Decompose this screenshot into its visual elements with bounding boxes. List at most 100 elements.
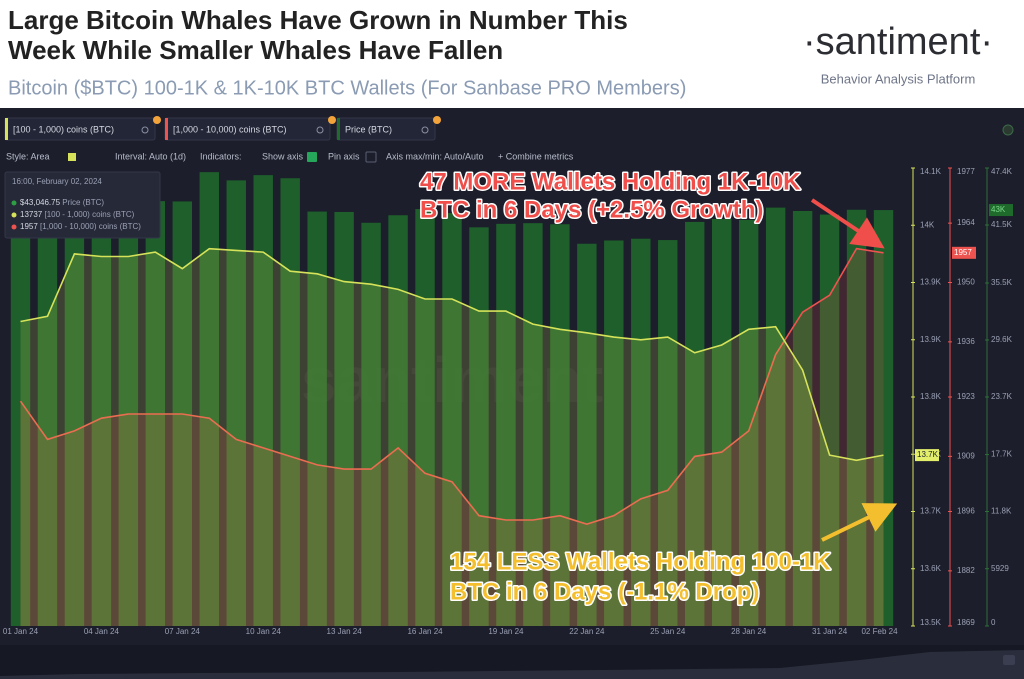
price-bar <box>118 199 139 626</box>
tooltip-value: 1957 <box>20 222 38 231</box>
pin-axis-check[interactable] <box>365 151 377 163</box>
price-bar <box>765 207 786 626</box>
value-badge-label: 43K <box>991 205 1006 214</box>
y-tick-label: 1896 <box>957 507 975 516</box>
y-tick-label: 14.1K <box>920 167 942 176</box>
price-bar <box>738 219 759 627</box>
series-line <box>20 247 884 462</box>
btc-icon <box>433 116 441 124</box>
setting[interactable]: Interval: Auto (1d) <box>115 151 186 161</box>
tagline: Behavior Analysis Platform <box>821 71 976 86</box>
x-tick-label: 10 Jan 24 <box>246 627 282 636</box>
price-bar <box>550 224 570 626</box>
price-bar <box>523 223 543 626</box>
tooltip-value: 13737 <box>20 210 43 219</box>
y-tick-label: 1950 <box>957 278 975 287</box>
setting[interactable]: Pin axis <box>328 151 360 161</box>
y-tick-label: 1964 <box>957 218 975 227</box>
y-tick-label: 1936 <box>957 337 975 346</box>
x-tick-label: 04 Jan 24 <box>84 627 120 636</box>
y-tick-label: 11.8K <box>991 507 1012 516</box>
area-fill <box>20 248 884 626</box>
price-bar <box>819 214 840 626</box>
tab-close[interactable] <box>316 126 324 134</box>
tooltip-time: 16:00, February 02, 2024 <box>12 177 102 186</box>
tooltip-value: $43,046.75 <box>20 198 61 207</box>
y-tick-label: 13.8K <box>920 392 942 401</box>
x-tick-label: 28 Jan 24 <box>731 627 767 636</box>
tooltip <box>4 171 161 239</box>
annotation: 154 LESS Wallets Holding 100-1K <box>450 548 831 575</box>
price-bar <box>469 227 489 626</box>
x-tick-label: 16 Jan 24 <box>407 627 443 636</box>
annotation-arrow <box>810 198 885 249</box>
tooltip-name: Price (BTC) <box>62 198 104 207</box>
y-tick-label: 13.9K <box>920 278 942 287</box>
x-tick-label: 19 Jan 24 <box>488 627 524 636</box>
tab-close[interactable] <box>421 126 429 134</box>
price-bar <box>496 223 516 626</box>
x-tick-label: 25 Jan 24 <box>650 627 686 636</box>
y-tick-label: 13.5K <box>920 618 942 627</box>
status-dot <box>1002 124 1014 136</box>
price-bar <box>334 211 354 626</box>
y-tick-label: 1909 <box>957 451 975 460</box>
tab-color <box>337 118 340 140</box>
tooltip-dot <box>11 212 17 218</box>
setting[interactable]: Show axis <box>262 151 304 161</box>
tooltip-row: 1957 [1,000 - 10,000) coins (BTC) <box>20 222 141 231</box>
style-swatch <box>68 153 76 161</box>
annotation: BTC in 6 Days (+2.5% Growth) <box>420 196 763 223</box>
price-bar <box>658 240 678 627</box>
price-bar <box>37 191 58 627</box>
y-tick-label: 5929 <box>991 564 1009 573</box>
y-tick-label: 29.6K <box>991 335 1013 344</box>
subtitle: Bitcoin ($BTC) 100-1K & 1K-10K BTC Walle… <box>8 77 686 99</box>
tooltip-dot <box>11 200 17 206</box>
y-tick-label: 41.5K <box>991 220 1013 229</box>
y-tick-label: 13.7K <box>920 507 942 516</box>
chart: [100 - 1,000) coins (BTC) [1,000 - 10,000… <box>3 116 1013 636</box>
price-bar <box>442 213 462 626</box>
setting[interactable]: + Combine metrics <box>498 151 574 161</box>
price-bar <box>577 243 597 626</box>
tooltip-name: [100 - 1,000) coins (BTC) <box>44 210 134 219</box>
value-badge <box>989 204 1013 217</box>
tab-close[interactable] <box>141 126 149 134</box>
annotation: 47 MORE Wallets Holding 1K-10K <box>420 168 801 195</box>
btc-icon <box>328 116 336 124</box>
y-tick-label: 1977 <box>957 167 975 176</box>
price-bar <box>415 209 435 626</box>
tab-color <box>5 118 8 140</box>
logo: ·santiment· <box>803 21 993 63</box>
value-badge <box>952 246 976 259</box>
navigator-shape <box>0 650 1024 679</box>
y-tick-label: 17.7K <box>991 450 1013 459</box>
x-tick-label: 01 Jan 24 <box>3 627 39 636</box>
price-bar <box>388 215 408 626</box>
navigator-handle[interactable] <box>1003 655 1015 665</box>
y-tick-label: 13.9K <box>920 335 942 344</box>
y-tick-label: 13.6K <box>920 564 942 573</box>
value-badge <box>915 449 939 462</box>
price-bar <box>631 238 651 626</box>
y-tick-label: 14K <box>920 220 935 229</box>
tab-label: [100 - 1,000) coins (BTC) <box>13 124 114 134</box>
setting[interactable]: Axis max/min: Auto/Auto <box>386 151 484 161</box>
price-bar <box>685 221 705 627</box>
annotation: BTC in 6 Days (-1.1% Drop) <box>450 578 759 605</box>
price-bar <box>307 211 327 626</box>
area-fill <box>20 248 884 626</box>
setting[interactable]: Indicators: <box>200 151 242 161</box>
show-axis-check[interactable] <box>307 152 317 162</box>
price-bar <box>711 219 732 627</box>
price-bar <box>792 210 813 626</box>
x-tick-label: 31 Jan 24 <box>812 627 848 636</box>
tab-color <box>165 118 168 140</box>
y-tick-label: 23.7K <box>991 392 1013 401</box>
setting[interactable]: Style: Area <box>6 151 50 161</box>
price-bar <box>64 211 85 626</box>
y-tick-label: 1869 <box>957 618 975 627</box>
value-badge-label: 1957 <box>954 248 972 257</box>
